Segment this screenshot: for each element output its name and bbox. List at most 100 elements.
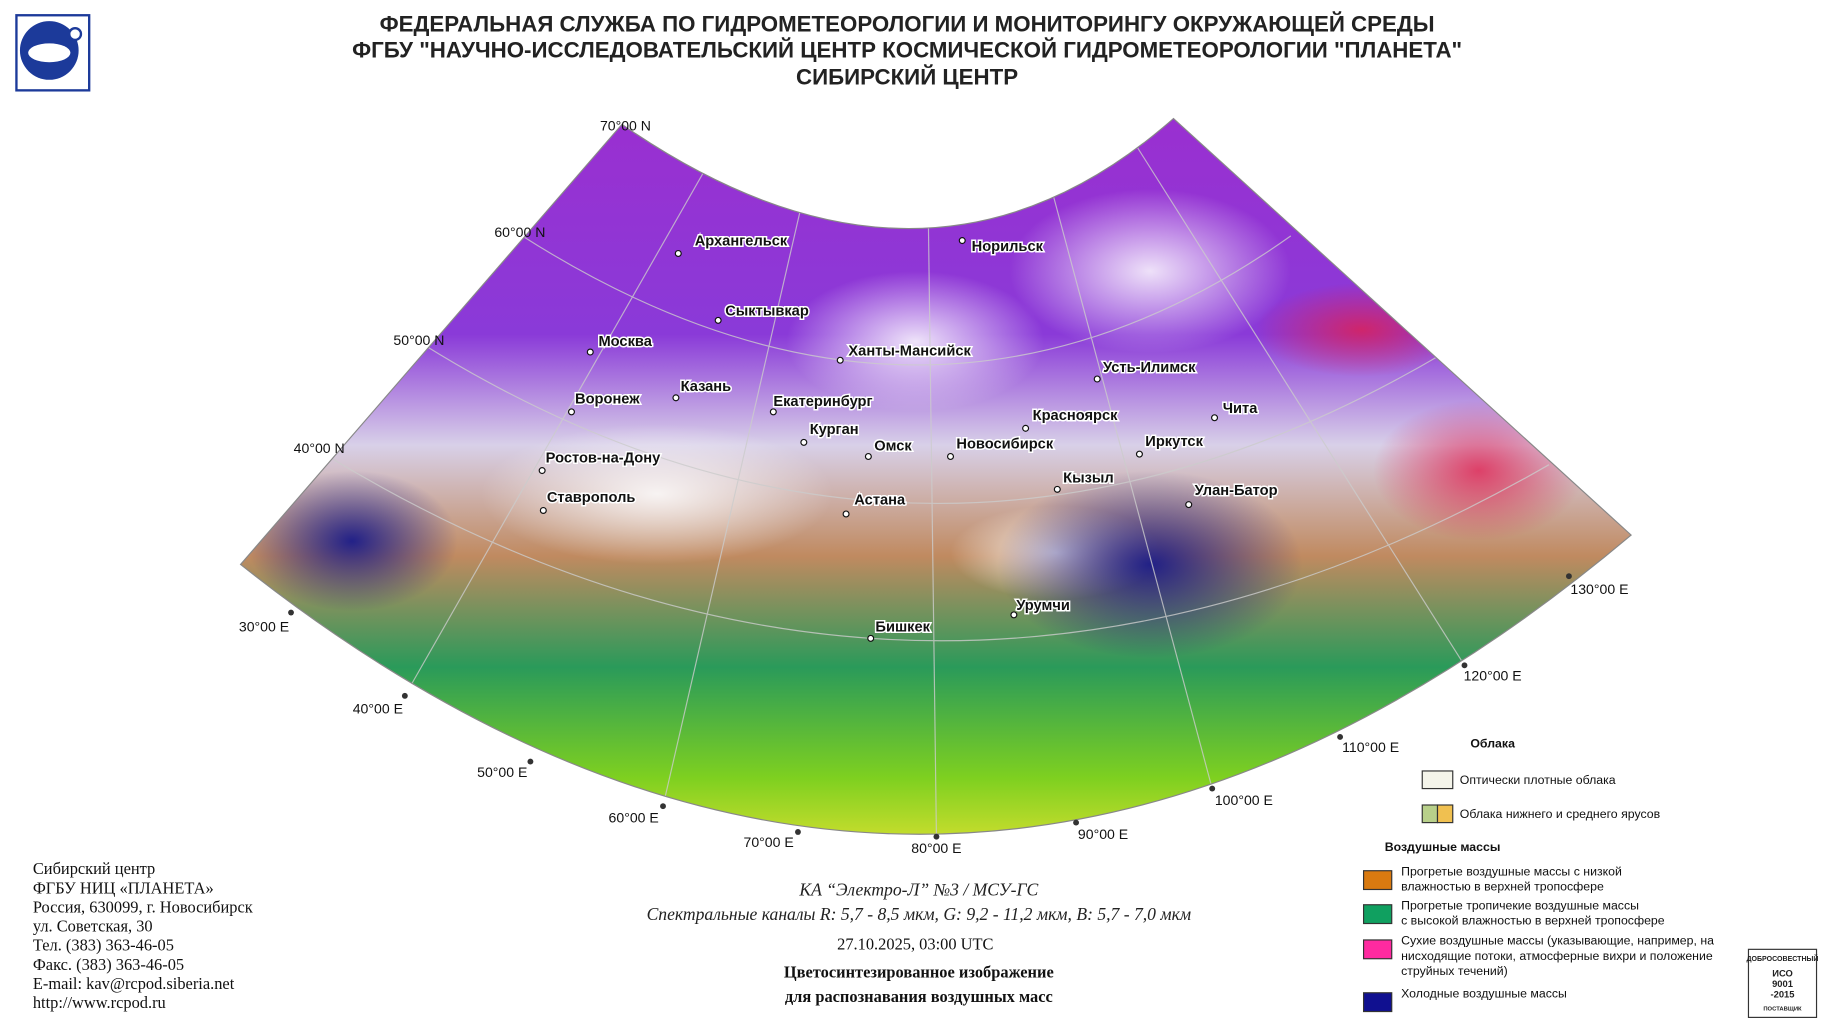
city-marker <box>539 506 547 514</box>
graticule-point <box>1461 662 1468 669</box>
longitude-label: 90°00 E <box>1078 826 1128 842</box>
longitude-label: 40°00 E <box>353 700 403 716</box>
city-label: Сыктывкар <box>725 304 809 320</box>
city-marker <box>867 634 875 642</box>
city-marker <box>567 408 575 416</box>
graticule-point <box>1565 573 1572 580</box>
city-label: Омск <box>874 439 912 455</box>
legend-swatch <box>1362 870 1393 891</box>
certificate-text: 9001 <box>1772 979 1793 989</box>
graticule-point <box>527 758 534 765</box>
city-label: Урумчи <box>1016 598 1070 614</box>
legend-text: Прогретые воздушные массы с низкой <box>1401 864 1622 878</box>
longitude-label: 60°00 E <box>609 810 659 826</box>
certificate-text: -2015 <box>1771 989 1795 999</box>
legend-text: струйных течений) <box>1401 964 1508 978</box>
city-label: Архангельск <box>695 233 788 249</box>
graticule-point <box>933 833 940 840</box>
city-label: Усть-Илимск <box>1103 360 1196 376</box>
city-marker <box>1053 485 1061 493</box>
caption-channels: Спектральные каналы R: 5,7 - 8,5 мкм, G:… <box>647 904 1191 924</box>
graticule-point <box>401 692 408 699</box>
certificate-badge <box>1747 948 1818 1018</box>
map-frame <box>239 117 1633 835</box>
legend-text: с высокой влажностью в верхней тропосфер… <box>1401 914 1665 928</box>
logo <box>15 14 91 92</box>
city-marker <box>586 348 594 356</box>
caption-title: для распознавания воздушных масс <box>785 987 1053 1006</box>
legend-text: Сухие воздушные массы (указывающие, напр… <box>1401 934 1714 948</box>
city-label: Новосибирск <box>956 436 1053 452</box>
legend-text: нисходящие потоки, атмосферные вихри и п… <box>1401 949 1713 963</box>
contact-line: Сибирский центр <box>33 859 155 878</box>
graticule-point <box>1337 734 1344 740</box>
legend-text: влажностью в верхней тропосфере <box>1401 880 1604 894</box>
graticule-point <box>1209 785 1216 792</box>
city-label: Ростов-на-Дону <box>546 450 661 466</box>
city-label: Красноярск <box>1033 408 1118 424</box>
legend-swatch <box>1436 804 1454 824</box>
contact-line: ул. Советская, 30 <box>33 917 153 936</box>
city-marker <box>674 249 682 257</box>
legend-swatch <box>1362 992 1393 1013</box>
legend-swatch <box>1362 904 1393 925</box>
city-marker <box>672 394 680 402</box>
contact-line: Тел. (383) 363-46-05 <box>33 936 174 955</box>
city-marker <box>538 467 546 475</box>
caption-satellite: КА “Электро-Л” №3 / МСУ-ГС <box>798 879 1038 899</box>
legend-swatch <box>1362 939 1393 960</box>
city-marker <box>958 237 966 245</box>
city-marker <box>1022 424 1030 432</box>
city-label: Курган <box>810 422 859 438</box>
city-marker <box>836 356 844 364</box>
legend-text: Облака нижнего и среднего ярусов <box>1460 807 1660 821</box>
city-label: Ставрополь <box>547 490 636 506</box>
city-marker <box>769 408 777 416</box>
caption-title: Цветосинтезированное изображение <box>784 962 1054 981</box>
city-marker <box>800 438 808 446</box>
city-marker <box>1010 611 1018 619</box>
longitude-label: 110°00 E <box>1342 739 1399 755</box>
longitude-label: 80°00 E <box>911 840 961 856</box>
city-label: Бишкек <box>875 619 930 635</box>
graticule-point <box>795 829 801 835</box>
certificate-text: ДОБРОСОВЕСТНЫЙ <box>1747 954 1819 963</box>
city-label: Екатеринбург <box>773 394 872 410</box>
latitude-label: 70°00 N <box>600 117 651 133</box>
longitude-label: 120°00 E <box>1464 668 1522 684</box>
certificate-text: ИСО <box>1772 968 1793 978</box>
city-marker <box>1211 414 1219 422</box>
caption-datetime: 27.10.2025, 03:00 UTC <box>837 934 993 953</box>
legend-text: Холодные воздушные массы <box>1401 986 1567 1000</box>
city-marker <box>714 316 722 324</box>
latitude-label: 50°00 N <box>393 332 444 348</box>
city-marker <box>842 510 850 518</box>
city-label: Ханты-Мансийск <box>848 344 971 360</box>
legend-swatch <box>1421 804 1439 824</box>
city-label: Воронеж <box>575 392 640 408</box>
city-label: Москва <box>598 334 652 350</box>
city-label: Казань <box>681 379 732 395</box>
contact-line: Россия, 630099, г. Новосибирск <box>33 897 253 916</box>
satellite-image <box>240 118 1632 835</box>
contact-line: http://www.rcpod.ru <box>33 993 166 1012</box>
city-marker <box>946 452 955 461</box>
graticule-point <box>288 609 294 616</box>
header-line: СИБИРСКИЙ ЦЕНТР <box>796 64 1018 89</box>
city-label: Астана <box>854 493 906 509</box>
header-line: ФГБУ "НАУЧНО-ИССЛЕДОВАТЕЛЬСКИЙ ЦЕНТР КОС… <box>352 37 1462 62</box>
legend-text: Оптически плотные облака <box>1460 773 1616 787</box>
city-marker <box>864 452 872 461</box>
contact-line: ФГБУ НИЦ «ПЛАНЕТА» <box>33 878 214 897</box>
city-label: Иркутск <box>1145 434 1203 450</box>
city-label: Улан-Батор <box>1195 483 1278 499</box>
city-marker <box>1093 375 1101 383</box>
longitude-label: 30°00 E <box>239 618 289 634</box>
longitude-label: 130°00 E <box>1570 581 1628 597</box>
legend-swatch <box>1421 770 1454 790</box>
city-marker <box>1135 450 1143 458</box>
certificate-text: ПОСТАВЩИК <box>1763 1006 1802 1012</box>
contact-line: E-mail: kav@rcpod.siberia.net <box>33 974 235 993</box>
